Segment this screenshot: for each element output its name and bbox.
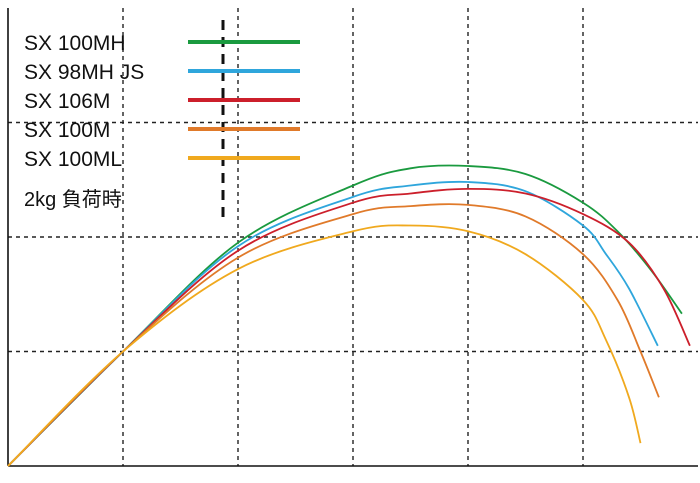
series-line-2	[7, 180, 659, 467]
watermark-dot-small-icon	[607, 442, 617, 452]
series-line-4	[7, 203, 660, 467]
legend-label-2: SX 98MH JS	[24, 61, 144, 84]
series-line-5	[7, 224, 642, 467]
legend: SX 100MH SX 98MH JS SX 106M SX 100M SX 100ML	[24, 32, 300, 171]
legend-label-4: SX 100M	[24, 119, 110, 142]
load-note: 2kg 負荷時	[24, 188, 122, 211]
legend-label-1: SX 100MH	[24, 32, 126, 55]
watermark-text: Avito	[620, 442, 678, 467]
legend-label-5: SX 100ML	[24, 148, 122, 171]
series-layer	[7, 164, 691, 467]
series-line-3	[7, 187, 691, 467]
legend-label-3: SX 106M	[24, 90, 110, 113]
watermark: Avito	[595, 442, 678, 467]
